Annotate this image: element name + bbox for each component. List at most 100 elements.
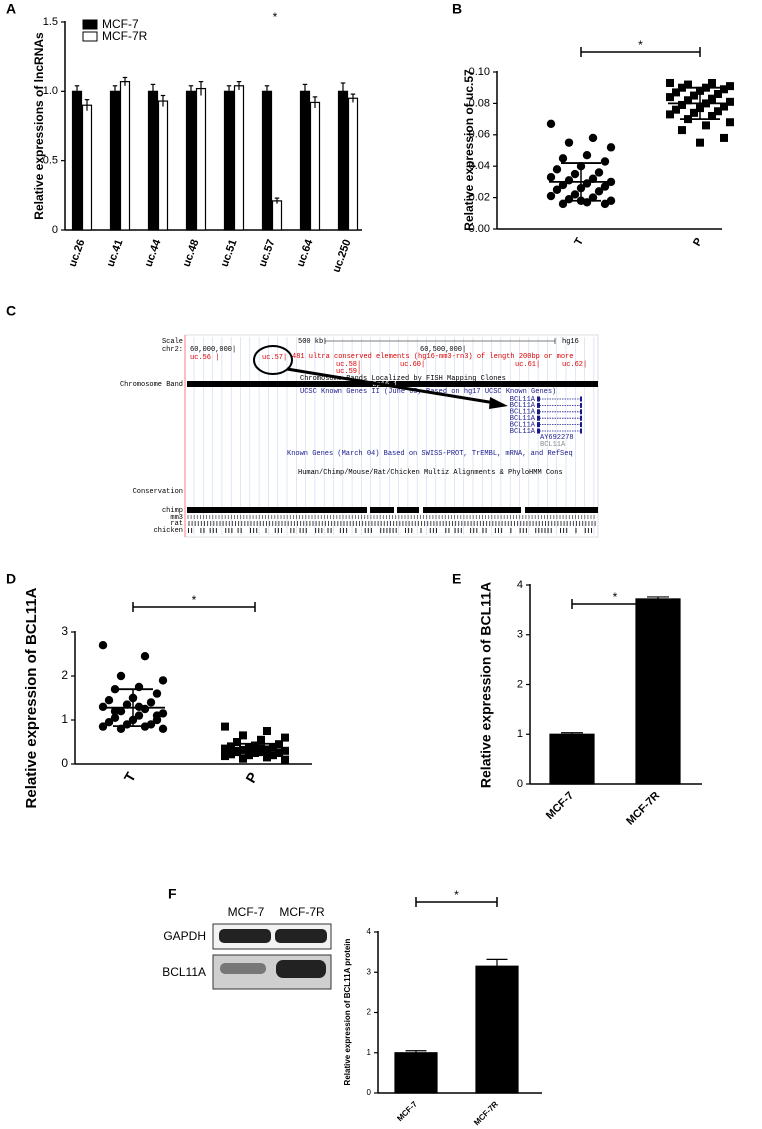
- data-point: [720, 133, 728, 142]
- data-point: [720, 85, 728, 94]
- data-point: [558, 199, 568, 209]
- y-axis-label: Relative expression of uc.57: [462, 69, 476, 231]
- y-axis-label: Relative expressions of lncRNAs: [32, 32, 46, 220]
- chart: 0 1 2 3 4 Relative expression of BCL11A MCF-7 M…: [478, 579, 702, 828]
- uce-label: uc.57|: [262, 354, 287, 362]
- gene-exon: [580, 409, 582, 415]
- x-tick-label: uc.250: [331, 238, 354, 274]
- data-point: [726, 118, 734, 127]
- track-title: Human/Chimp/Mouse/Rat/Chicken Multiz Ali…: [298, 469, 563, 477]
- x-tick-label: uc.51: [219, 238, 240, 269]
- x-tick-label: P: [691, 236, 705, 248]
- track-label: Chromosome Band: [120, 381, 183, 389]
- y-tick-label: 0.5: [43, 155, 58, 167]
- legend-swatch: [82, 31, 98, 42]
- track-label: chimp: [162, 507, 183, 515]
- bar: [337, 90, 349, 231]
- highlight-circle: [253, 345, 293, 375]
- data-point: [714, 107, 722, 116]
- panel-label: A: [6, 1, 16, 17]
- significance-mark: *: [613, 590, 618, 604]
- chart: 0 1 2 3 4 Relative expression of BCL11A prote…: [343, 888, 542, 1127]
- data-point: [594, 187, 604, 196]
- track-label: Scale: [162, 338, 183, 346]
- data-point: [233, 738, 241, 746]
- gene-exon: [537, 396, 540, 402]
- gene-name: AY692278: [540, 434, 574, 442]
- data-point: [684, 96, 692, 105]
- bar: [109, 90, 121, 231]
- gene-name: BCL11A: [540, 441, 566, 449]
- data-point: [116, 707, 126, 716]
- gene-exon: [580, 422, 582, 428]
- data-point: [263, 753, 271, 762]
- gene-exon: [537, 402, 540, 408]
- y-tick-label: 1: [61, 712, 68, 726]
- lane-label: MCF-7R: [279, 905, 325, 919]
- bar: [233, 85, 245, 231]
- uce-label: uc.60|: [400, 361, 425, 369]
- data-point: [708, 111, 716, 120]
- data-point: [98, 641, 108, 650]
- data-point: [146, 698, 156, 707]
- data-point: [281, 755, 289, 764]
- y-tick-label: 1.5: [43, 16, 58, 28]
- data-point: [116, 671, 126, 681]
- y-tick-label: 3: [61, 624, 68, 638]
- y-tick-label: 2: [367, 1008, 372, 1017]
- data-point: [546, 119, 556, 129]
- gene-exon: [580, 402, 582, 408]
- data-point: [98, 722, 108, 731]
- data-point: [257, 735, 265, 744]
- y-tick-label: 4: [517, 579, 523, 591]
- bar: [299, 90, 311, 231]
- bar: [119, 81, 131, 231]
- bar: [81, 104, 93, 231]
- data-point: [239, 754, 247, 763]
- data-point: [600, 157, 610, 166]
- browser-frame: [184, 334, 599, 538]
- y-tick-label: 2: [517, 678, 523, 690]
- data-point: [140, 652, 150, 661]
- bar: [309, 101, 321, 231]
- data-point: [552, 165, 562, 174]
- data-point: [122, 700, 132, 709]
- coordinate: 60,500,000|: [420, 346, 466, 354]
- data-point: [678, 126, 686, 135]
- x-tick-label: MCF-7R: [472, 1099, 500, 1127]
- data-point: [666, 93, 674, 102]
- track-label: rat: [170, 520, 183, 528]
- bar: [394, 1052, 438, 1094]
- chromosome-band: [187, 381, 598, 387]
- x-tick-label: uc.44: [143, 237, 164, 268]
- data-point: [702, 121, 710, 130]
- panel-label: F: [168, 886, 177, 902]
- y-tick-label: 1: [367, 1048, 372, 1057]
- y-tick-label: 3: [367, 967, 372, 976]
- y-tick-label: 1: [517, 728, 523, 740]
- gene-name: BCL11A: [510, 396, 536, 404]
- data-point: [152, 689, 162, 698]
- track-title: Known Genes (March 04) Based on SWISS-PR…: [287, 450, 573, 458]
- y-tick-label: 0: [61, 756, 68, 770]
- bar: [271, 200, 283, 231]
- track-label: mm3: [170, 514, 183, 522]
- x-tick-label: uc.41: [105, 238, 126, 269]
- data-point: [606, 143, 616, 152]
- y-tick-label: 0.06: [469, 129, 490, 141]
- data-point: [666, 110, 674, 119]
- arrow-head: [489, 397, 508, 409]
- data-point: [708, 94, 716, 103]
- bar: [147, 90, 159, 231]
- panel-label: D: [6, 571, 16, 587]
- panel-label: C: [6, 303, 16, 319]
- y-tick-label: 0: [517, 778, 523, 790]
- uce-label: uc.61|: [515, 361, 540, 369]
- x-tick-label: T: [572, 236, 586, 248]
- data-point: [221, 752, 229, 761]
- lane-label: MCF-7: [228, 905, 265, 919]
- data-point: [588, 133, 598, 143]
- data-point: [263, 727, 271, 735]
